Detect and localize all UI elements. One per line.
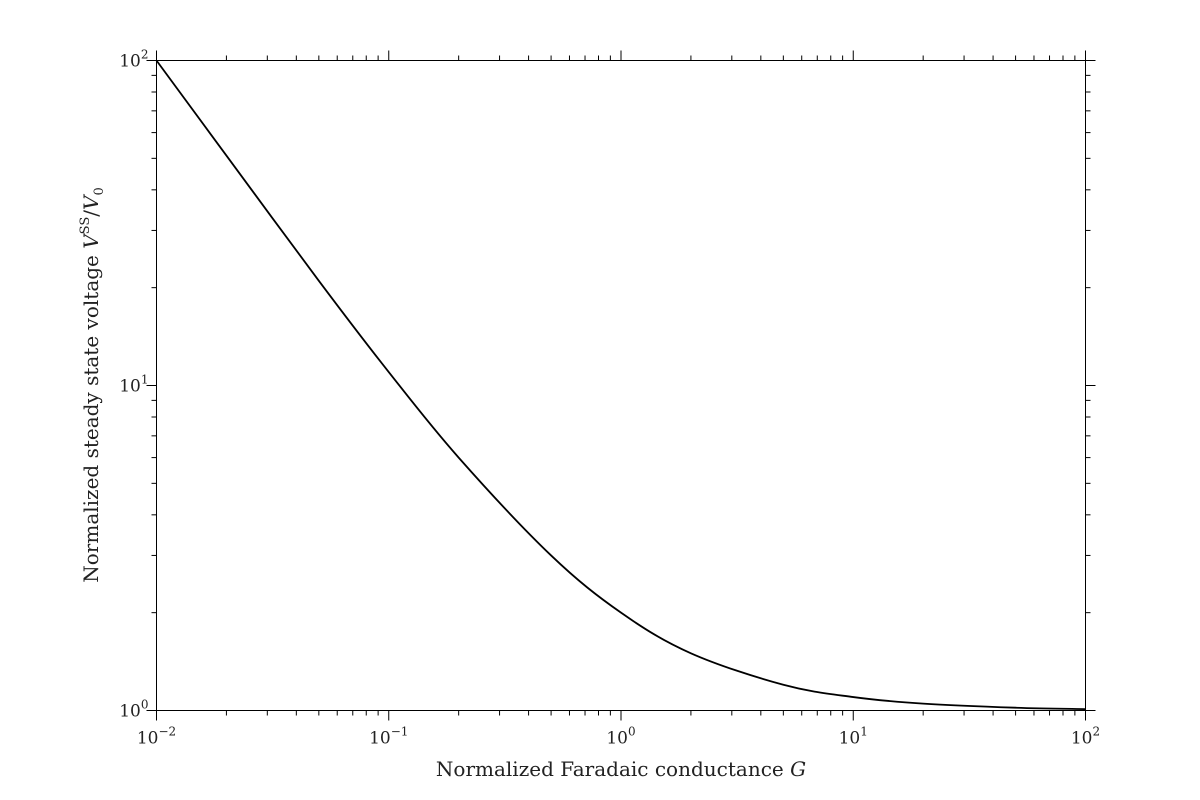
y-axis-title-superscript: SS [78, 217, 93, 235]
y-tick-label-base: 10 [119, 377, 141, 397]
series-line [155, 59, 1086, 710]
x-tick-label-exponent: 0 [628, 725, 636, 739]
x-tick-label-exponent: −2 [158, 725, 176, 739]
y-axis-title-slash: / [79, 210, 103, 217]
x-tick-label-base: 10 [839, 729, 861, 749]
ticks-layer [146, 50, 1096, 721]
x-tick-label: 10−1 [369, 725, 408, 749]
y-axis-title-v0: V [79, 193, 103, 210]
y-axis-title-subscript: 0 [92, 187, 107, 195]
x-tick-label-base: 10 [137, 729, 159, 749]
y-tick-label-exponent: 0 [141, 698, 149, 712]
x-tick-label: 102 [1071, 725, 1100, 749]
x-tick-label: 101 [839, 725, 868, 749]
x-axis-title-prefix: Normalized Faradaic conductance [436, 757, 790, 781]
y-tick-label-base: 10 [119, 52, 141, 72]
y-tick-label-exponent: 1 [141, 373, 149, 387]
x-tick-label-exponent: −1 [391, 725, 409, 739]
x-tick-label: 100 [606, 725, 635, 749]
plot-frame [156, 60, 1086, 711]
y-tick-label-base: 10 [119, 702, 141, 722]
y-tick-label: 100 [119, 698, 148, 722]
y-tick-label-exponent: 2 [141, 48, 149, 62]
y-tick-label: 102 [119, 48, 148, 72]
y-axis-title-prefix: Normalized steady state voltage [79, 249, 103, 583]
y-axis-title: Normalized steady state voltage VSS/V0 [78, 187, 107, 583]
y-tick-label: 101 [119, 373, 148, 397]
y-axis-title-v: V [79, 232, 103, 249]
x-tick-label-base: 10 [369, 729, 391, 749]
x-tick-label-exponent: 1 [860, 725, 868, 739]
x-tick-label-base: 10 [1071, 729, 1093, 749]
x-tick-label-base: 10 [606, 729, 628, 749]
x-axis-title-symbol: G [790, 757, 806, 781]
x-axis-title: Normalized Faradaic conductance G [436, 757, 806, 781]
x-tick-label: 10−2 [137, 725, 176, 749]
x-tick-label-exponent: 2 [1093, 725, 1101, 739]
